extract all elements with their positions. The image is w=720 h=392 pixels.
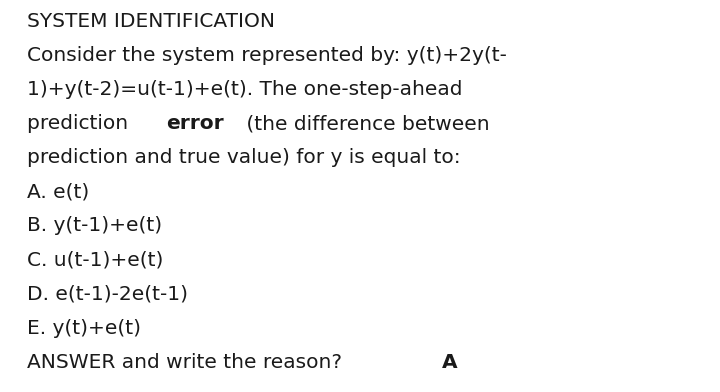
Text: B. y(t-1)+e(t): B. y(t-1)+e(t) [27, 216, 163, 235]
Text: ANSWER and write the reason?: ANSWER and write the reason? [27, 353, 348, 372]
Text: 1)+y(t-2)=u(t-1)+e(t). The one-step-ahead: 1)+y(t-2)=u(t-1)+e(t). The one-step-ahea… [27, 80, 463, 99]
Text: SYSTEM IDENTIFICATION: SYSTEM IDENTIFICATION [27, 12, 275, 31]
Text: D. e(t-1)-2e(t-1): D. e(t-1)-2e(t-1) [27, 285, 189, 303]
Text: (the difference between: (the difference between [240, 114, 490, 133]
Text: Consider the system represented by: y(t)+2y(t-: Consider the system represented by: y(t)… [27, 46, 507, 65]
Text: E. y(t)+e(t): E. y(t)+e(t) [27, 319, 141, 338]
Text: A. e(t): A. e(t) [27, 182, 89, 201]
Text: prediction: prediction [27, 114, 135, 133]
Text: error: error [166, 114, 224, 133]
Text: A: A [442, 353, 458, 372]
Text: prediction and true value) for y is equal to:: prediction and true value) for y is equa… [27, 148, 461, 167]
Text: C. u(t-1)+e(t): C. u(t-1)+e(t) [27, 250, 163, 269]
